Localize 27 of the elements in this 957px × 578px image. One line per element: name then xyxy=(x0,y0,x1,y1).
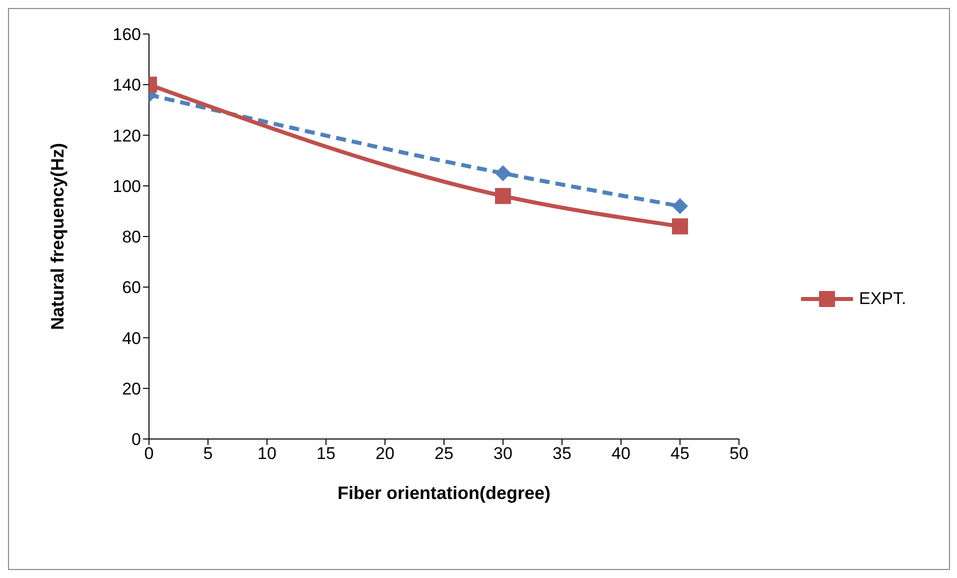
point xyxy=(495,188,511,204)
y-axis-title: Natural frequency(Hz) xyxy=(47,142,68,330)
x-tick-label: 50 xyxy=(730,444,748,464)
y-tick-label: 160 xyxy=(112,25,141,44)
y-tick-label: 120 xyxy=(112,126,141,146)
point xyxy=(672,218,688,234)
y-tick-label: 140 xyxy=(112,76,141,95)
x-tick-label: 35 xyxy=(552,444,572,464)
x-tick-label: 45 xyxy=(670,444,690,464)
x-tick-label: 10 xyxy=(258,444,276,464)
x-tick-label: 30 xyxy=(494,444,512,464)
x-tick-label: 5 xyxy=(203,444,213,464)
x-tick-label: 40 xyxy=(612,444,630,464)
y-tick-label: 60 xyxy=(122,278,141,298)
legend-label: EXPT. xyxy=(859,289,906,309)
point xyxy=(495,165,511,182)
x-tick-label: 0 xyxy=(144,444,154,464)
point xyxy=(672,198,688,214)
y-tick-label: 20 xyxy=(122,379,141,398)
y-tick-label: 80 xyxy=(122,228,141,247)
x-tick-label: 25 xyxy=(434,444,454,464)
x-tick-label: 20 xyxy=(376,444,394,464)
y-tick-label: 100 xyxy=(112,176,141,196)
y-tick-label: 0 xyxy=(132,430,141,450)
x-tick-label: 15 xyxy=(316,444,336,464)
x-axis-title: Fiber orientation(degree) xyxy=(337,483,551,503)
y-tick-label: 40 xyxy=(122,328,141,348)
